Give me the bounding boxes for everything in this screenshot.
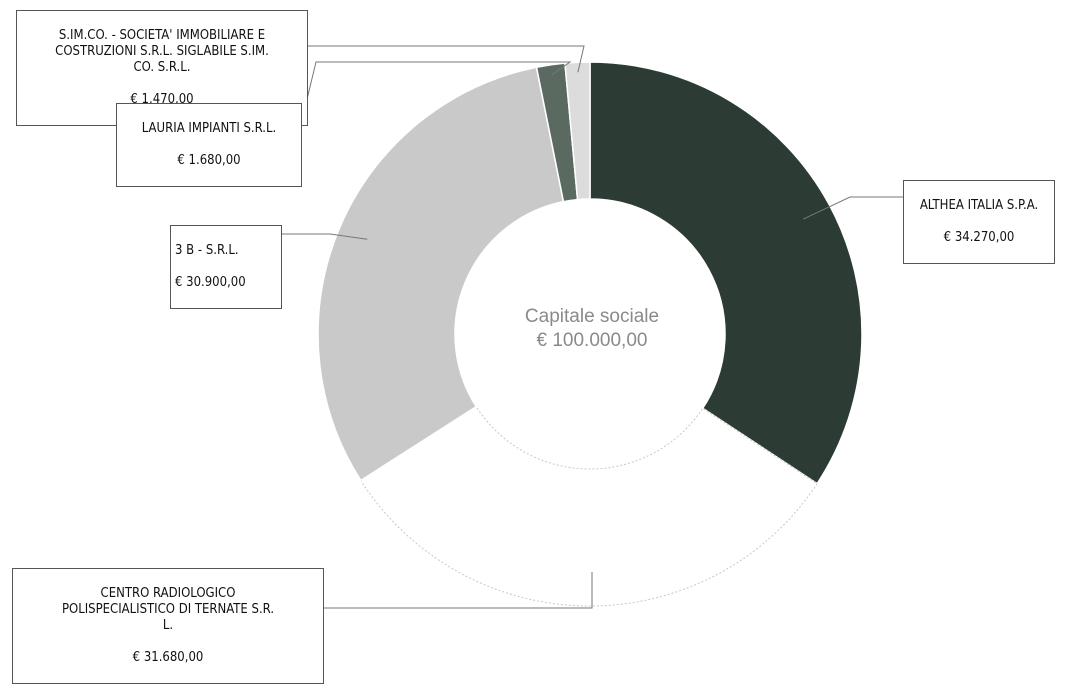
slice-3b	[317, 66, 565, 482]
data-label-value: € 34.270,00	[943, 230, 1015, 245]
data-label-centro: CENTRO RADIOLOGICO POLISPECIALISTICO DI …	[12, 568, 324, 684]
donut-chart: Capitale sociale € 100.000,00 S.IM.CO. -…	[12, 10, 1055, 684]
leader-line-althea	[802, 196, 903, 220]
leader-line-lauria	[301, 61, 572, 121]
data-label-value: € 30.900,00	[175, 275, 246, 290]
leader-line-simco	[308, 45, 585, 73]
center-label-title: Capitale sociale	[524, 306, 660, 327]
data-label-name: CENTRO RADIOLOGICO POLISPECIALISTICO DI …	[61, 586, 275, 633]
data-label-althea: ALTHEA ITALIA S.P.A. € 34.270,00	[903, 180, 1055, 264]
slice-simco	[564, 61, 591, 201]
data-label-name: ALTHEA ITALIA S.P.A.	[919, 198, 1039, 213]
donut-chart-canvas	[282, 45, 903, 609]
leader-line-3b	[282, 233, 368, 240]
center-label: Capitale sociale € 100.000,00	[452, 305, 732, 353]
leader-line-centro	[324, 572, 593, 609]
data-label-name: LAURIA IMPIANTI S.R.L.	[141, 121, 277, 136]
data-label-3b: 3 B - S.R.L. € 30.900,00	[170, 225, 282, 309]
slice-centro	[360, 406, 818, 607]
slice-althea	[589, 61, 863, 485]
data-label-name: S.IM.CO. - SOCIETA' IMMOBILIARE E COSTRU…	[55, 28, 269, 75]
data-label-value: € 31.680,00	[132, 650, 204, 665]
data-label-value: € 1.680,00	[177, 153, 241, 168]
center-label-total: € 100.000,00	[536, 330, 648, 351]
data-label-lauria: LAURIA IMPIANTI S.R.L. € 1.680,00	[116, 103, 302, 187]
data-label-name: 3 B - S.R.L.	[175, 243, 239, 258]
